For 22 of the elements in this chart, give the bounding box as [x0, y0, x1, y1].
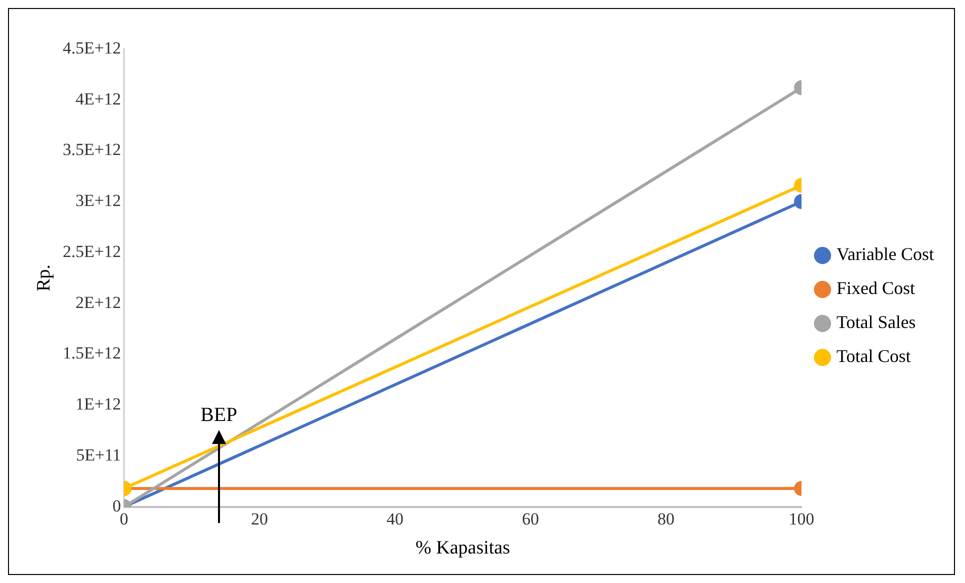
y-tick-label: 4E+12	[76, 89, 122, 108]
y-tick-label: 1E+12	[76, 394, 122, 414]
y-tick-label: 1.5E+12	[62, 344, 122, 363]
y-tick-label: 3E+12	[76, 191, 122, 210]
y-axis-title: Rp.	[33, 264, 54, 292]
legend-label: Total Cost	[836, 346, 911, 366]
y-tick-label: 2.5E+12	[62, 242, 122, 261]
x-tick-label: 80	[658, 509, 675, 528]
y-tick-label: 0	[112, 496, 122, 516]
y-tick-label: 5E+11	[76, 445, 122, 464]
y-tick-label: 2E+12	[76, 292, 122, 312]
x-tick-label: 20	[251, 509, 268, 528]
legend-label: Fixed Cost	[836, 278, 916, 298]
x-tick-label: 100	[788, 509, 814, 528]
legend-label: Total Sales	[836, 312, 916, 332]
x-tick-label: 40	[386, 509, 404, 528]
annotation: BEP	[200, 404, 238, 426]
x-axis-title: % Kapasitas	[416, 538, 510, 559]
x-tick-label: 60	[522, 509, 540, 528]
y-tick-label: 3.5E+12	[62, 140, 122, 160]
y-tick-label: 4.5E+12	[62, 38, 122, 58]
legend-label: Variable Cost	[836, 244, 934, 264]
